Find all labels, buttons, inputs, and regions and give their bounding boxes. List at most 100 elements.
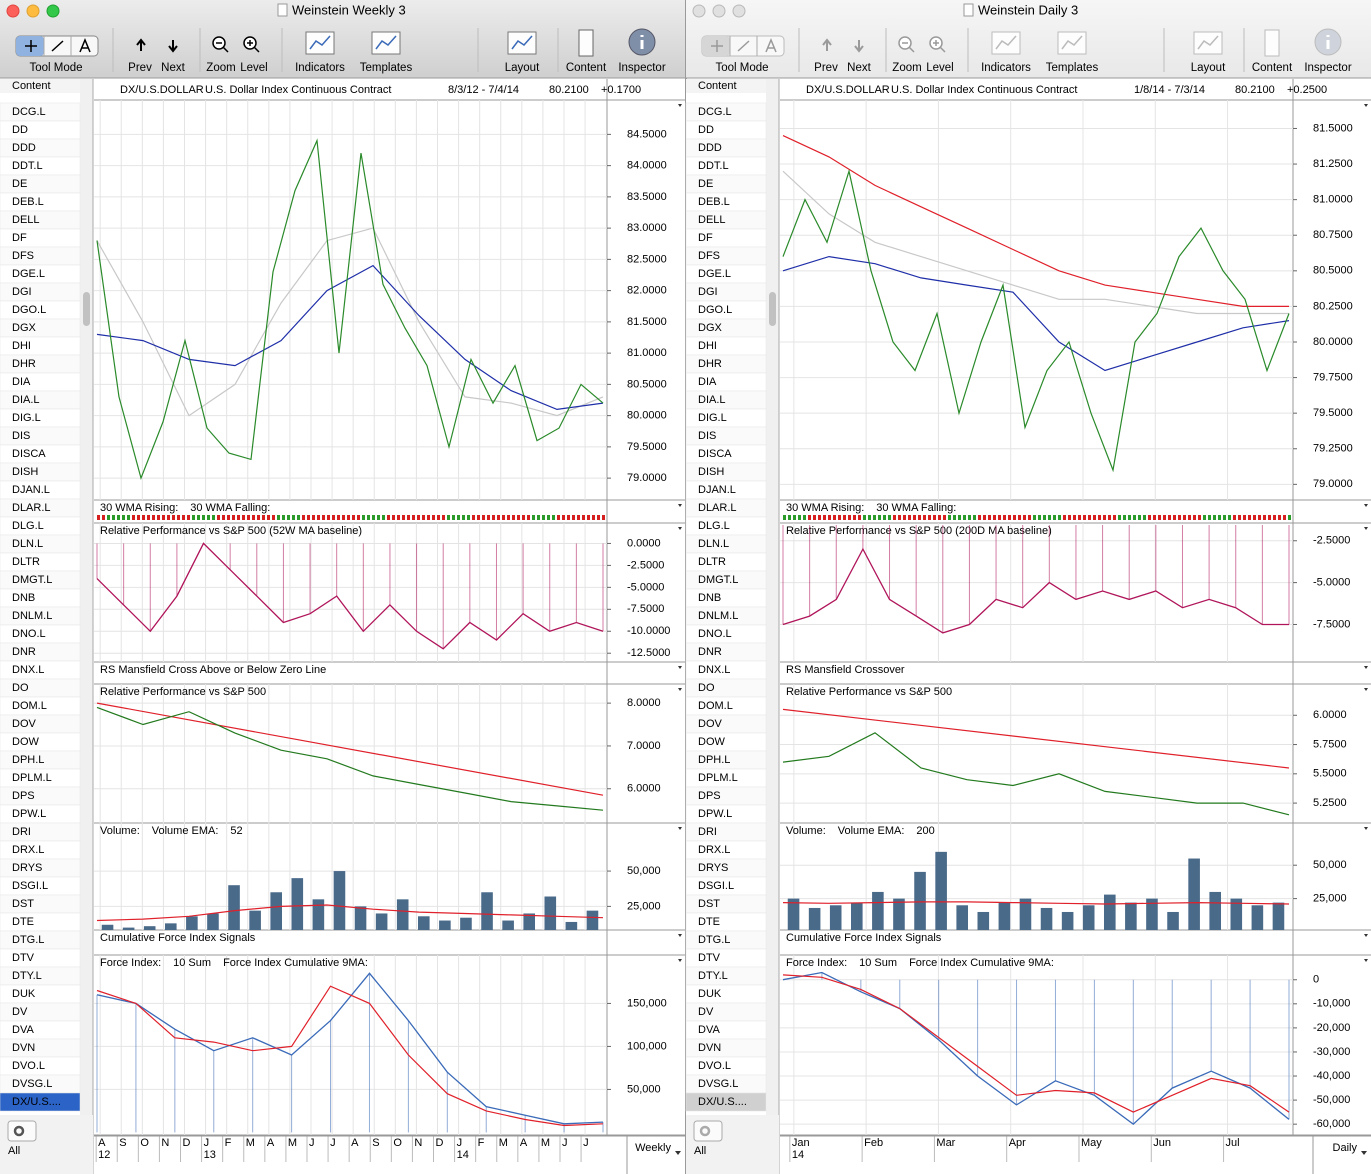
window-button[interactable] bbox=[712, 4, 726, 18]
toolbar-label[interactable]: Prev bbox=[814, 62, 838, 74]
symbol-label[interactable]: DLG.L bbox=[12, 520, 44, 532]
panel-menu-arrow[interactable] bbox=[678, 527, 682, 530]
symbol-label[interactable]: DRYS bbox=[12, 862, 42, 874]
toolbar-label[interactable]: Tool Mode bbox=[29, 62, 82, 74]
symbol-label[interactable]: DO bbox=[12, 682, 29, 694]
symbol-label[interactable]: DIA.L bbox=[698, 394, 726, 406]
symbol-label[interactable]: DPW.L bbox=[12, 808, 46, 820]
symbol-label[interactable]: DUK bbox=[698, 988, 722, 1000]
symbol-label[interactable]: DSGI.L bbox=[12, 880, 48, 892]
symbol-label[interactable]: DDD bbox=[12, 142, 36, 154]
toolbar-label[interactable]: Content bbox=[1252, 62, 1293, 74]
toolbar-label[interactable]: Next bbox=[161, 62, 185, 74]
sidebar-footer-label[interactable]: All bbox=[8, 1145, 20, 1157]
period-arrow[interactable] bbox=[675, 1151, 681, 1155]
symbol-label[interactable]: DELL bbox=[12, 214, 40, 226]
toolbar-label[interactable]: Inspector bbox=[1304, 62, 1351, 74]
symbol-label[interactable]: DTY.L bbox=[12, 970, 42, 982]
panel-menu-arrow[interactable] bbox=[1364, 934, 1368, 937]
symbol-label[interactable]: DNB bbox=[698, 592, 721, 604]
next-icon[interactable] bbox=[168, 40, 178, 53]
toolbar-label[interactable]: Tool Mode bbox=[715, 62, 768, 74]
panel-menu-arrow[interactable] bbox=[678, 827, 682, 830]
symbol-label[interactable]: DV bbox=[698, 1006, 714, 1018]
symbol-label[interactable]: DGI bbox=[698, 286, 718, 298]
symbol-label[interactable]: DNLM.L bbox=[12, 610, 52, 622]
symbol-label[interactable]: DVO.L bbox=[698, 1060, 731, 1072]
symbol-label[interactable]: DVSG.L bbox=[698, 1078, 738, 1090]
symbol-label[interactable]: DHR bbox=[698, 358, 722, 370]
panel-menu-arrow[interactable] bbox=[1364, 688, 1368, 691]
symbol-label[interactable]: DISH bbox=[698, 466, 724, 478]
symbol-label[interactable]: DTE bbox=[12, 916, 34, 928]
symbol-label[interactable]: DRI bbox=[12, 826, 31, 838]
symbol-label[interactable]: DLN.L bbox=[698, 538, 729, 550]
symbol-label[interactable]: DMGT.L bbox=[698, 574, 738, 586]
toolbar-label[interactable]: Indicators bbox=[295, 62, 345, 74]
symbol-row[interactable] bbox=[0, 1092, 81, 1112]
symbol-label[interactable]: DIA.L bbox=[12, 394, 40, 406]
symbol-label[interactable]: DLTR bbox=[12, 556, 40, 568]
panel-menu-arrow[interactable] bbox=[678, 934, 682, 937]
symbol-label[interactable]: DDT.L bbox=[698, 160, 729, 172]
symbol-label[interactable]: DTE bbox=[698, 916, 720, 928]
panel-menu-arrow[interactable] bbox=[678, 666, 682, 669]
symbol-label[interactable]: DELL bbox=[698, 214, 726, 226]
symbol-label[interactable]: DX/U.S.... bbox=[698, 1096, 747, 1108]
symbol-label[interactable]: DE bbox=[698, 178, 713, 190]
symbol-label[interactable]: DISCA bbox=[12, 448, 46, 460]
symbol-label[interactable]: DFS bbox=[698, 250, 720, 262]
symbol-label[interactable]: DTV bbox=[12, 952, 35, 964]
symbol-label[interactable]: DJAN.L bbox=[698, 484, 736, 496]
symbol-label[interactable]: DRYS bbox=[698, 862, 728, 874]
symbol-label[interactable]: DNLM.L bbox=[698, 610, 738, 622]
symbol-label[interactable]: DISH bbox=[12, 466, 38, 478]
period-label[interactable]: Daily bbox=[1333, 1142, 1358, 1154]
symbol-label[interactable]: DD bbox=[698, 124, 714, 136]
symbol-label[interactable]: DF bbox=[12, 232, 27, 244]
symbol-label[interactable]: DGX bbox=[12, 322, 37, 334]
sidebar-scroller[interactable] bbox=[769, 292, 776, 326]
symbol-label[interactable]: DGO.L bbox=[698, 304, 732, 316]
symbol-label[interactable]: DOM.L bbox=[12, 700, 47, 712]
symbol-label[interactable]: DTY.L bbox=[698, 970, 728, 982]
sidebar-scroller[interactable] bbox=[83, 292, 90, 326]
symbol-label[interactable]: DNR bbox=[698, 646, 722, 658]
symbol-label[interactable]: DIG.L bbox=[698, 412, 727, 424]
symbol-label[interactable]: DOM.L bbox=[698, 700, 733, 712]
symbol-label[interactable]: DIG.L bbox=[12, 412, 41, 424]
panel-menu-arrow[interactable] bbox=[1364, 666, 1368, 669]
symbol-label[interactable]: DJAN.L bbox=[12, 484, 50, 496]
symbol-label[interactable]: DHI bbox=[698, 340, 717, 352]
symbol-label[interactable]: DST bbox=[12, 898, 34, 910]
symbol-label[interactable]: DGX bbox=[698, 322, 723, 334]
symbol-label[interactable]: DDD bbox=[698, 142, 722, 154]
next-icon[interactable] bbox=[854, 40, 864, 53]
symbol-label[interactable]: DLN.L bbox=[12, 538, 43, 550]
toolbar-label[interactable]: Templates bbox=[1046, 62, 1099, 74]
panel-menu-arrow[interactable] bbox=[678, 104, 682, 107]
toolbar-label[interactable]: Next bbox=[847, 62, 871, 74]
symbol-label[interactable]: DVO.L bbox=[12, 1060, 45, 1072]
symbol-label[interactable]: DVN bbox=[698, 1042, 721, 1054]
symbol-label[interactable]: DEB.L bbox=[12, 196, 44, 208]
symbol-label[interactable]: DVA bbox=[698, 1024, 720, 1036]
symbol-label[interactable]: DVSG.L bbox=[12, 1078, 52, 1090]
symbol-label[interactable]: DNB bbox=[12, 592, 35, 604]
toolbar-label[interactable]: Zoom bbox=[206, 62, 235, 74]
symbol-label[interactable]: DST bbox=[698, 898, 720, 910]
symbol-label[interactable]: DIS bbox=[12, 430, 30, 442]
symbol-label[interactable]: DLTR bbox=[698, 556, 726, 568]
panel-menu-arrow[interactable] bbox=[1364, 104, 1368, 107]
symbol-label[interactable]: DE bbox=[12, 178, 27, 190]
symbol-label[interactable]: DVN bbox=[12, 1042, 35, 1054]
symbol-label[interactable]: DF bbox=[698, 232, 713, 244]
toolbar-label[interactable]: Level bbox=[240, 62, 268, 74]
symbol-label[interactable]: DNO.L bbox=[12, 628, 46, 640]
symbol-label[interactable]: DCG.L bbox=[12, 106, 46, 118]
symbol-label[interactable]: DRI bbox=[698, 826, 717, 838]
toolbar-label[interactable]: Templates bbox=[360, 62, 413, 74]
symbol-label[interactable]: DOV bbox=[698, 718, 723, 730]
toolbar-label[interactable]: Indicators bbox=[981, 62, 1031, 74]
symbol-label[interactable]: DCG.L bbox=[698, 106, 732, 118]
